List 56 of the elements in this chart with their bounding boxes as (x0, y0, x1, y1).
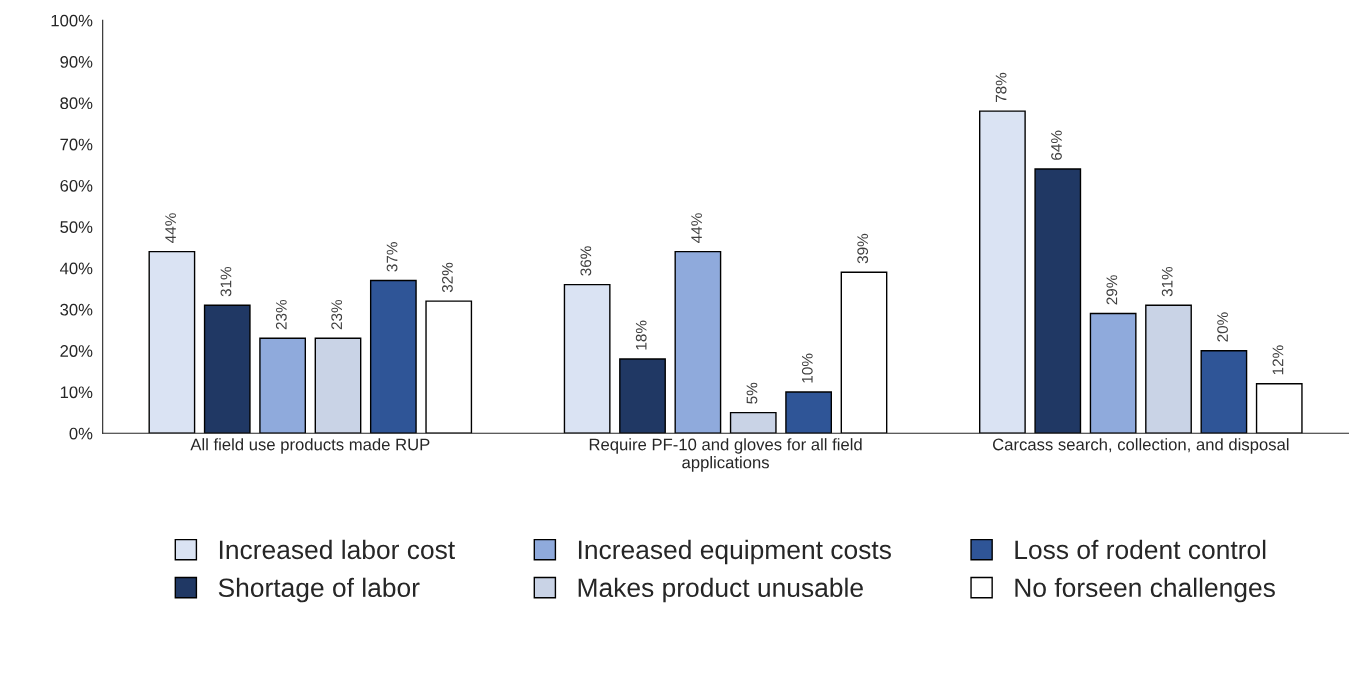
bar (979, 110, 1026, 434)
x-tick-label: Carcass search, collection, and disposal (993, 438, 1289, 454)
y-tick-label: 10% (60, 386, 93, 399)
bar (203, 304, 251, 434)
bar (563, 283, 611, 434)
bar (785, 391, 833, 434)
bar (148, 250, 196, 434)
y-tick-label: 70% (60, 138, 93, 151)
y-tick-label: 90% (60, 56, 93, 68)
data-label: 32% (442, 262, 453, 293)
data-label: 29% (1106, 275, 1118, 305)
data-label: 44% (691, 213, 702, 243)
bar (1034, 168, 1082, 434)
y-tick-label: 30% (60, 303, 93, 316)
y-tick-label: 100% (51, 14, 93, 27)
x-tick-label: All field use products made RUP (190, 438, 430, 454)
data-label: 23% (331, 299, 343, 330)
data-label: 37% (386, 242, 398, 272)
bar (425, 300, 473, 434)
legend-label: Loss of rodent control (1015, 539, 1266, 560)
y-tick-label: 20% (60, 345, 93, 357)
bar (729, 411, 777, 434)
bar (1145, 304, 1192, 434)
bar (259, 337, 307, 434)
bar (1255, 383, 1303, 434)
data-label: 31% (220, 266, 232, 297)
data-label: 12% (1272, 345, 1284, 375)
data-label: 23% (275, 299, 287, 330)
x-tick-label: Require PF-10 and gloves for all field applications (589, 438, 862, 472)
legend-label: Increased labor cost (219, 539, 455, 560)
legend-label: Increased equipment costs (578, 539, 891, 565)
bar (674, 250, 722, 434)
data-label: 64% (1051, 130, 1062, 160)
y-tick-label: 0% (69, 427, 93, 440)
data-label: 18% (635, 320, 647, 350)
data-label: 36% (580, 246, 592, 276)
bar (1089, 312, 1137, 434)
data-label: 78% (995, 72, 1007, 103)
data-label: 44% (165, 213, 176, 243)
legend-label: No forseen challenges (1015, 577, 1275, 603)
bar (314, 337, 362, 434)
y-tick-label: 50% (60, 221, 93, 233)
data-label: 31% (1161, 266, 1173, 297)
y-tick-label: 80% (60, 97, 93, 110)
y-tick-label: 60% (60, 179, 93, 192)
data-label: 5% (746, 382, 758, 404)
bar (619, 358, 666, 434)
bar (1200, 349, 1248, 434)
y-tick-label: 40% (59, 262, 93, 275)
bar (840, 271, 888, 434)
data-label: 39% (857, 233, 869, 264)
data-label: 10% (801, 353, 813, 383)
legend-label: Makes product unusable (578, 577, 863, 603)
legend-label: Shortage of labor (218, 577, 420, 603)
bar (369, 279, 417, 434)
data-label: 20% (1217, 312, 1228, 342)
